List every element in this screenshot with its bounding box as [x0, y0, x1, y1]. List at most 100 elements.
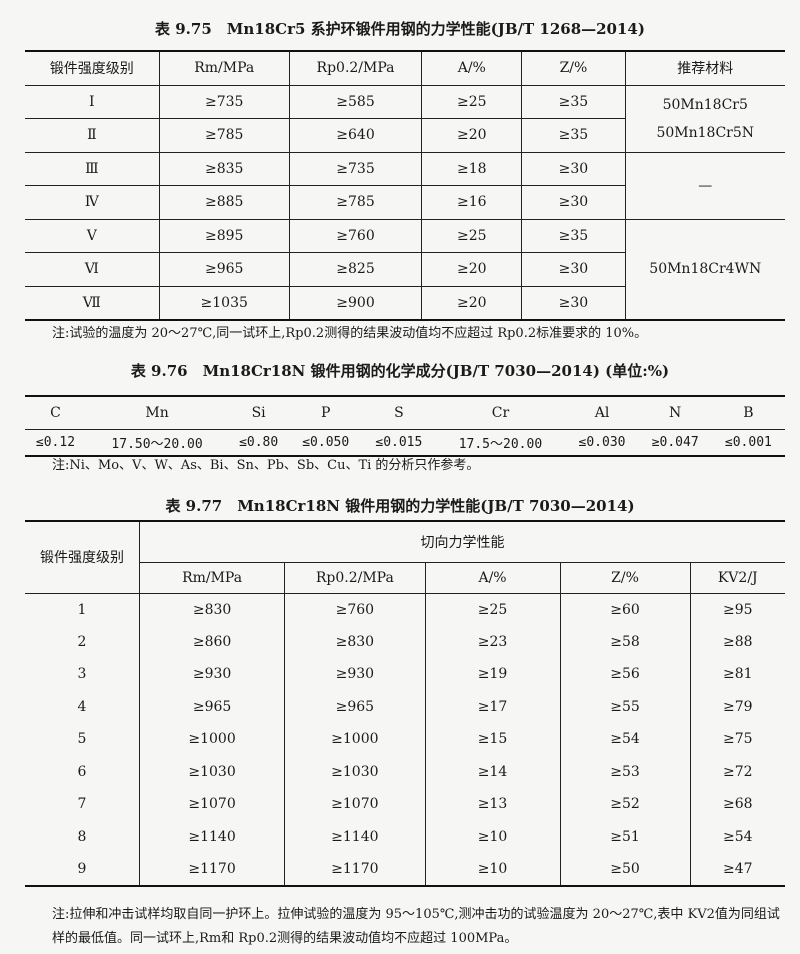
table-cell: ≤0.050: [289, 429, 363, 457]
table-cell: Si: [228, 395, 290, 430]
table-cell: 17.50～20.00: [85, 429, 229, 457]
table-cell: ≥640: [288, 118, 423, 153]
table-row: 3 ≥930 ≥930 ≥19 ≥56 ≥81: [25, 658, 785, 691]
table-cell: ≥20: [421, 118, 523, 153]
table-cell: Rm/MPa: [139, 562, 286, 594]
table-row: 8 ≥1140 ≥1140 ≥10 ≥51 ≥54: [25, 820, 785, 853]
table-cell: ≥95: [689, 593, 785, 626]
table-cell: Mn: [85, 395, 229, 430]
table-cell: ≥965: [138, 690, 286, 723]
table-cell: Z/%: [559, 562, 691, 594]
table-cell: ≥54: [689, 820, 785, 853]
table-cell: ≥72: [689, 755, 785, 788]
table-cell: ≥25: [421, 219, 523, 253]
table-cell: ≥0.047: [638, 429, 712, 457]
table-cell: ≥58: [559, 625, 691, 658]
table-cell: A/%: [424, 562, 561, 594]
table-cell: ≤0.001: [711, 429, 785, 457]
table-cell: ≤0.030: [565, 429, 639, 457]
table-cell: ≥1000: [138, 723, 286, 756]
table-cell: ≥895: [158, 219, 290, 253]
table-cell: ≥10: [424, 853, 561, 887]
table-cell: ≥15: [424, 723, 561, 756]
table-cell: P: [289, 395, 363, 430]
table-cell: ≥1170: [138, 853, 286, 887]
table-cell: ≥54: [559, 723, 691, 756]
table-cell: C: [25, 395, 86, 430]
table-row: 7 ≥1070 ≥1070 ≥13 ≥52 ≥68: [25, 788, 785, 821]
table-cell: ≥1170: [284, 853, 426, 887]
table-cell: ≤0.80: [228, 429, 290, 457]
table-cell: ≥735: [288, 152, 423, 186]
table-cell: 锻件强度级别: [25, 50, 160, 86]
table-cell: 切向力学性能: [139, 520, 785, 563]
table-cell: ≥1035: [158, 286, 290, 321]
table-cell: ≥1140: [284, 820, 426, 853]
table-row: Ⅰ ≥735 ≥585 ≥25 ≥35 50Mn18Cr5 50Mn18Cr5N: [25, 85, 785, 153]
table-cell: ≥35: [521, 85, 626, 119]
table-cell: 推荐材料: [624, 50, 785, 86]
table1: 锻件强度级别 Rm/MPa Rp0.2/MPa A/% Z/% 推荐材料 Ⅰ ≥735 ≥585…: [25, 50, 785, 321]
table-cell: 8: [25, 820, 140, 853]
table-cell: 7: [25, 788, 140, 821]
table-cell: ≥885: [158, 185, 290, 220]
table-cell: 锻件强度级别: [25, 520, 140, 594]
table-cell: ≥16: [421, 185, 523, 220]
table-cell: 1: [25, 593, 140, 626]
table-cell: ≥10: [424, 820, 561, 853]
table1-note: 注:试验的温度为 20～27℃,同一试环上,Rp0.2测得的结果波动值均不应超过…: [52, 326, 648, 341]
table-cell: ≥760: [284, 593, 426, 626]
table2-note: 注:Ni、Mo、V、W、As、Bi、Sn、Pb、Sb、Cu、Ti 的分析只作参考…: [52, 458, 480, 473]
table-cell: ≤0.12: [25, 429, 86, 457]
table-cell: N: [638, 395, 712, 430]
table-cell: Rp0.2/MPa: [288, 50, 423, 86]
table-cell: ≥88: [689, 625, 785, 658]
table2-title: 表 9.76 Mn18Cr18N 锻件用钢的化学成分(JB/T 7030—201…: [130, 362, 670, 380]
table-row: 5 ≥1000 ≥1000 ≥15 ≥54 ≥75: [25, 723, 785, 756]
table-cell: 3: [25, 658, 140, 691]
table-cell: ≥30: [521, 185, 626, 220]
table-row: Ⅱ ≥785 ≥640 ≥20 ≥35: [25, 118, 785, 153]
table-cell: ≥35: [521, 118, 626, 153]
table-cell: Cr: [435, 395, 566, 430]
table-cell: ≥25: [421, 85, 523, 119]
table3-title: 表 9.77 Mn18Cr18N 锻件用钢的力学性能(JB/T 7030—201…: [165, 497, 635, 515]
header-row: Rm/MPa Rp0.2/MPa A/% Z/% KV2/J: [25, 562, 785, 594]
header-row: 锻件强度级别 切向力学性能: [25, 520, 785, 594]
table-cell: ≥785: [288, 185, 423, 220]
table-cell: Ⅲ: [25, 152, 160, 186]
table-cell: 2: [25, 625, 140, 658]
material-cell: 50Mn18Cr5 50Mn18Cr5N: [624, 85, 785, 153]
material-name: 50Mn18Cr5: [662, 96, 748, 113]
table-cell: ≥35: [521, 219, 626, 253]
table3: 锻件强度级别 切向力学性能 Rm/MPa Rp0.2/MPa A/% Z/% KV2/J 1 ≥…: [25, 520, 785, 887]
table-cell: ≥14: [424, 755, 561, 788]
table-cell: Ⅶ: [25, 286, 160, 321]
table-cell: S: [362, 395, 436, 430]
table-cell: ≥930: [138, 658, 286, 691]
table-cell: ≥25: [424, 593, 561, 626]
table-cell: Ⅰ: [25, 85, 160, 119]
table-cell: 4: [25, 690, 140, 723]
table-cell: ≥20: [421, 252, 523, 287]
table-cell: ≥825: [288, 252, 423, 287]
table-cell: Z/%: [521, 50, 626, 86]
table-cell: ≥1030: [284, 755, 426, 788]
table-cell: ≥965: [158, 252, 290, 287]
table-cell: ≥900: [288, 286, 423, 321]
table-cell: ≥81: [689, 658, 785, 691]
table-cell: ≥585: [288, 85, 423, 119]
table-cell: Ⅴ: [25, 219, 160, 253]
table-cell: ≥53: [559, 755, 691, 788]
table-cell: ≥830: [284, 625, 426, 658]
table-cell: ≥60: [559, 593, 691, 626]
table-row: 4 ≥965 ≥965 ≥17 ≥55 ≥79: [25, 690, 785, 723]
table-cell: ≥760: [288, 219, 423, 253]
table-row: 1 ≥830 ≥760 ≥25 ≥60 ≥95: [25, 593, 785, 626]
table-cell: ≥830: [138, 593, 286, 626]
table-cell: ≥13: [424, 788, 561, 821]
table-cell: 9: [25, 853, 140, 887]
table-cell: ≥1000: [284, 723, 426, 756]
table-cell: ≥1070: [138, 788, 286, 821]
table-cell: ≥1030: [138, 755, 286, 788]
